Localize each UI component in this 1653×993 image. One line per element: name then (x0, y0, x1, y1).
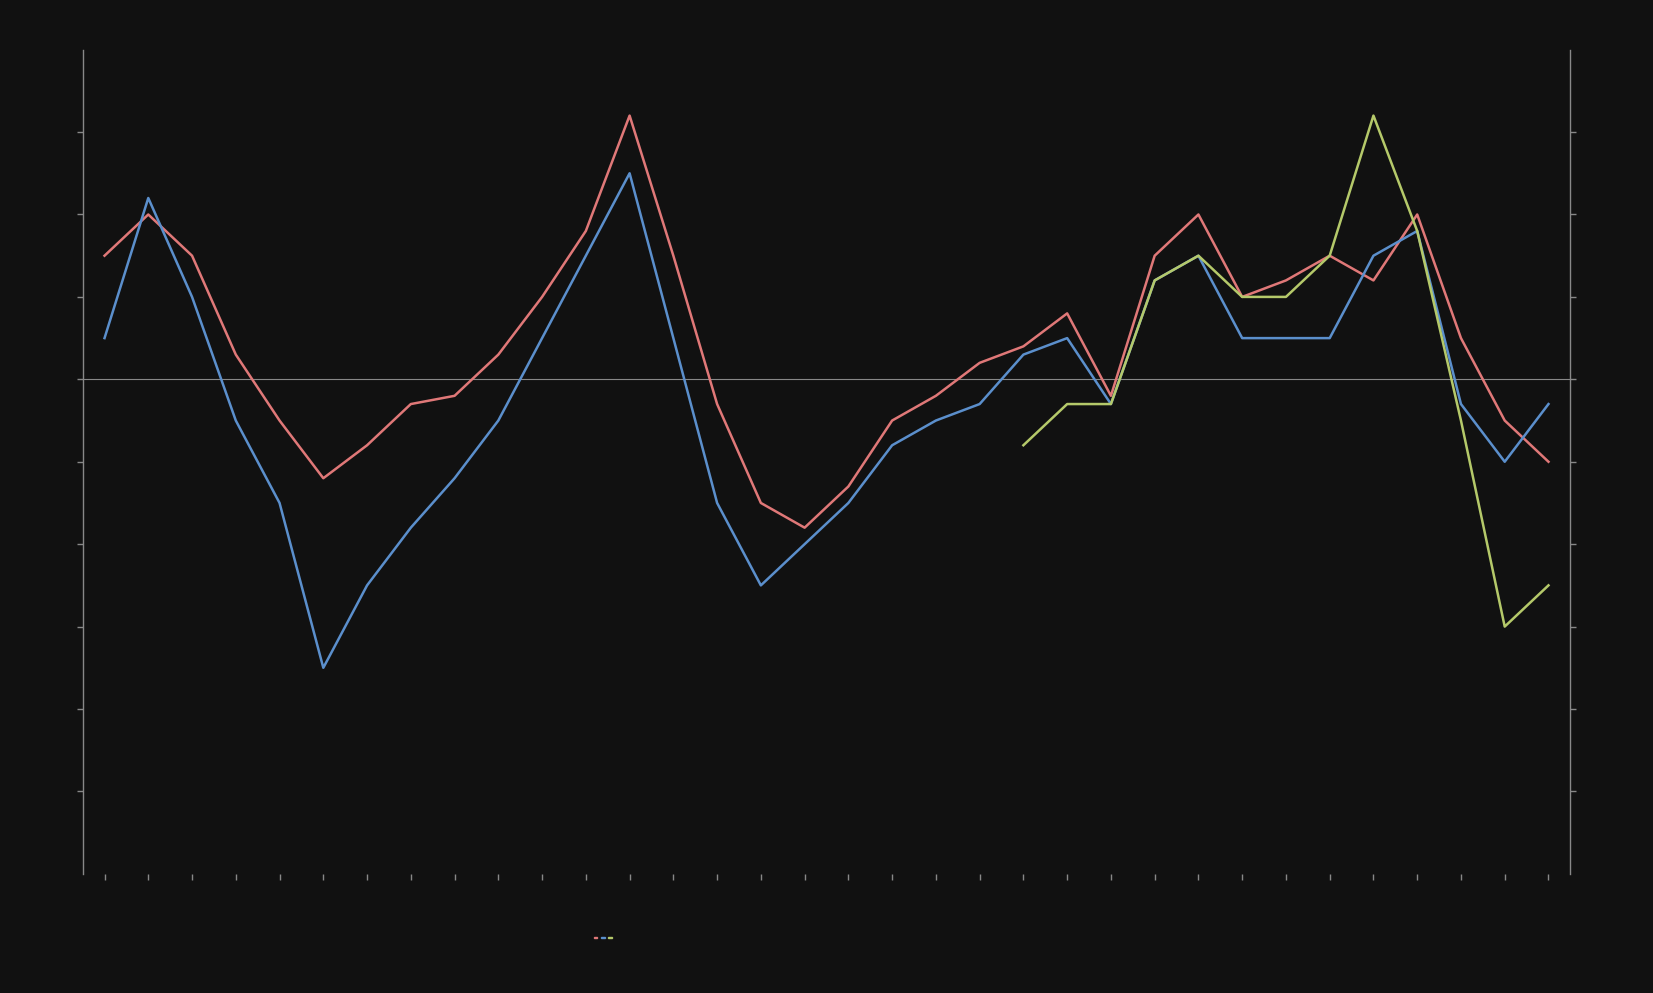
Legend: , , : , , (593, 936, 613, 939)
